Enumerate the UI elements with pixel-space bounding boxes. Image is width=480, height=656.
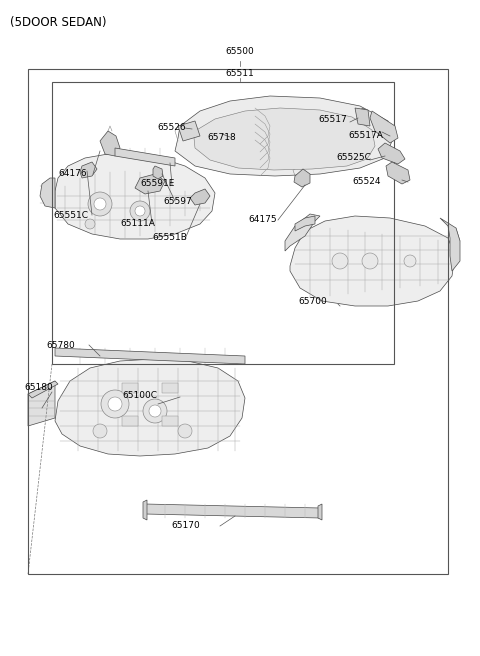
- Polygon shape: [162, 416, 178, 426]
- Circle shape: [101, 390, 129, 418]
- Polygon shape: [285, 214, 320, 251]
- Polygon shape: [100, 131, 120, 156]
- Circle shape: [85, 219, 95, 229]
- Text: 65591E: 65591E: [140, 180, 174, 188]
- Polygon shape: [115, 148, 175, 166]
- Polygon shape: [135, 174, 165, 194]
- Text: 65597: 65597: [163, 197, 192, 205]
- Polygon shape: [55, 348, 245, 364]
- Polygon shape: [153, 166, 163, 179]
- Circle shape: [108, 397, 122, 411]
- Circle shape: [397, 170, 403, 176]
- Text: 65551B: 65551B: [152, 234, 187, 243]
- Text: 65517A: 65517A: [348, 131, 383, 140]
- Text: 65780: 65780: [46, 340, 75, 350]
- Polygon shape: [162, 383, 178, 393]
- Polygon shape: [386, 162, 410, 184]
- Polygon shape: [175, 96, 392, 176]
- Circle shape: [143, 399, 167, 423]
- Text: 65718: 65718: [207, 133, 236, 142]
- Polygon shape: [178, 121, 200, 141]
- Circle shape: [156, 171, 159, 173]
- Text: 65524: 65524: [352, 178, 381, 186]
- Polygon shape: [145, 504, 320, 518]
- Circle shape: [362, 253, 378, 269]
- Polygon shape: [290, 216, 455, 306]
- Circle shape: [94, 198, 106, 210]
- Circle shape: [149, 405, 161, 417]
- Circle shape: [360, 108, 365, 113]
- Circle shape: [130, 201, 150, 221]
- Polygon shape: [355, 108, 370, 126]
- Text: (5DOOR SEDAN): (5DOOR SEDAN): [10, 16, 107, 29]
- Text: 65180: 65180: [24, 384, 53, 392]
- Text: 65551C: 65551C: [53, 211, 88, 220]
- Polygon shape: [194, 108, 375, 170]
- Polygon shape: [55, 154, 215, 239]
- Polygon shape: [55, 359, 245, 456]
- Circle shape: [332, 253, 348, 269]
- Text: 65517: 65517: [318, 115, 347, 125]
- Circle shape: [135, 206, 145, 216]
- Text: 65500: 65500: [226, 47, 254, 56]
- Text: 65525C: 65525C: [336, 154, 371, 163]
- Circle shape: [404, 255, 416, 267]
- Polygon shape: [80, 162, 97, 178]
- Polygon shape: [440, 218, 460, 271]
- Circle shape: [398, 171, 401, 174]
- Circle shape: [88, 192, 112, 216]
- Polygon shape: [190, 189, 210, 205]
- Polygon shape: [28, 381, 58, 398]
- Polygon shape: [294, 169, 310, 187]
- Polygon shape: [28, 381, 55, 426]
- Text: 65700: 65700: [298, 298, 327, 306]
- Text: 65511: 65511: [226, 68, 254, 77]
- Text: 65526: 65526: [157, 123, 186, 133]
- Text: 65111A: 65111A: [120, 218, 155, 228]
- Text: 64175: 64175: [248, 216, 276, 224]
- Circle shape: [393, 150, 397, 155]
- Polygon shape: [122, 383, 138, 393]
- Polygon shape: [318, 504, 322, 520]
- Polygon shape: [378, 143, 405, 164]
- Polygon shape: [143, 500, 147, 520]
- Text: 64176: 64176: [58, 169, 86, 178]
- Polygon shape: [122, 416, 138, 426]
- Polygon shape: [295, 216, 315, 231]
- Polygon shape: [40, 178, 55, 208]
- Text: 65100C: 65100C: [122, 392, 157, 401]
- Circle shape: [178, 424, 192, 438]
- Circle shape: [93, 424, 107, 438]
- Polygon shape: [370, 111, 398, 143]
- Text: 65170: 65170: [171, 522, 200, 531]
